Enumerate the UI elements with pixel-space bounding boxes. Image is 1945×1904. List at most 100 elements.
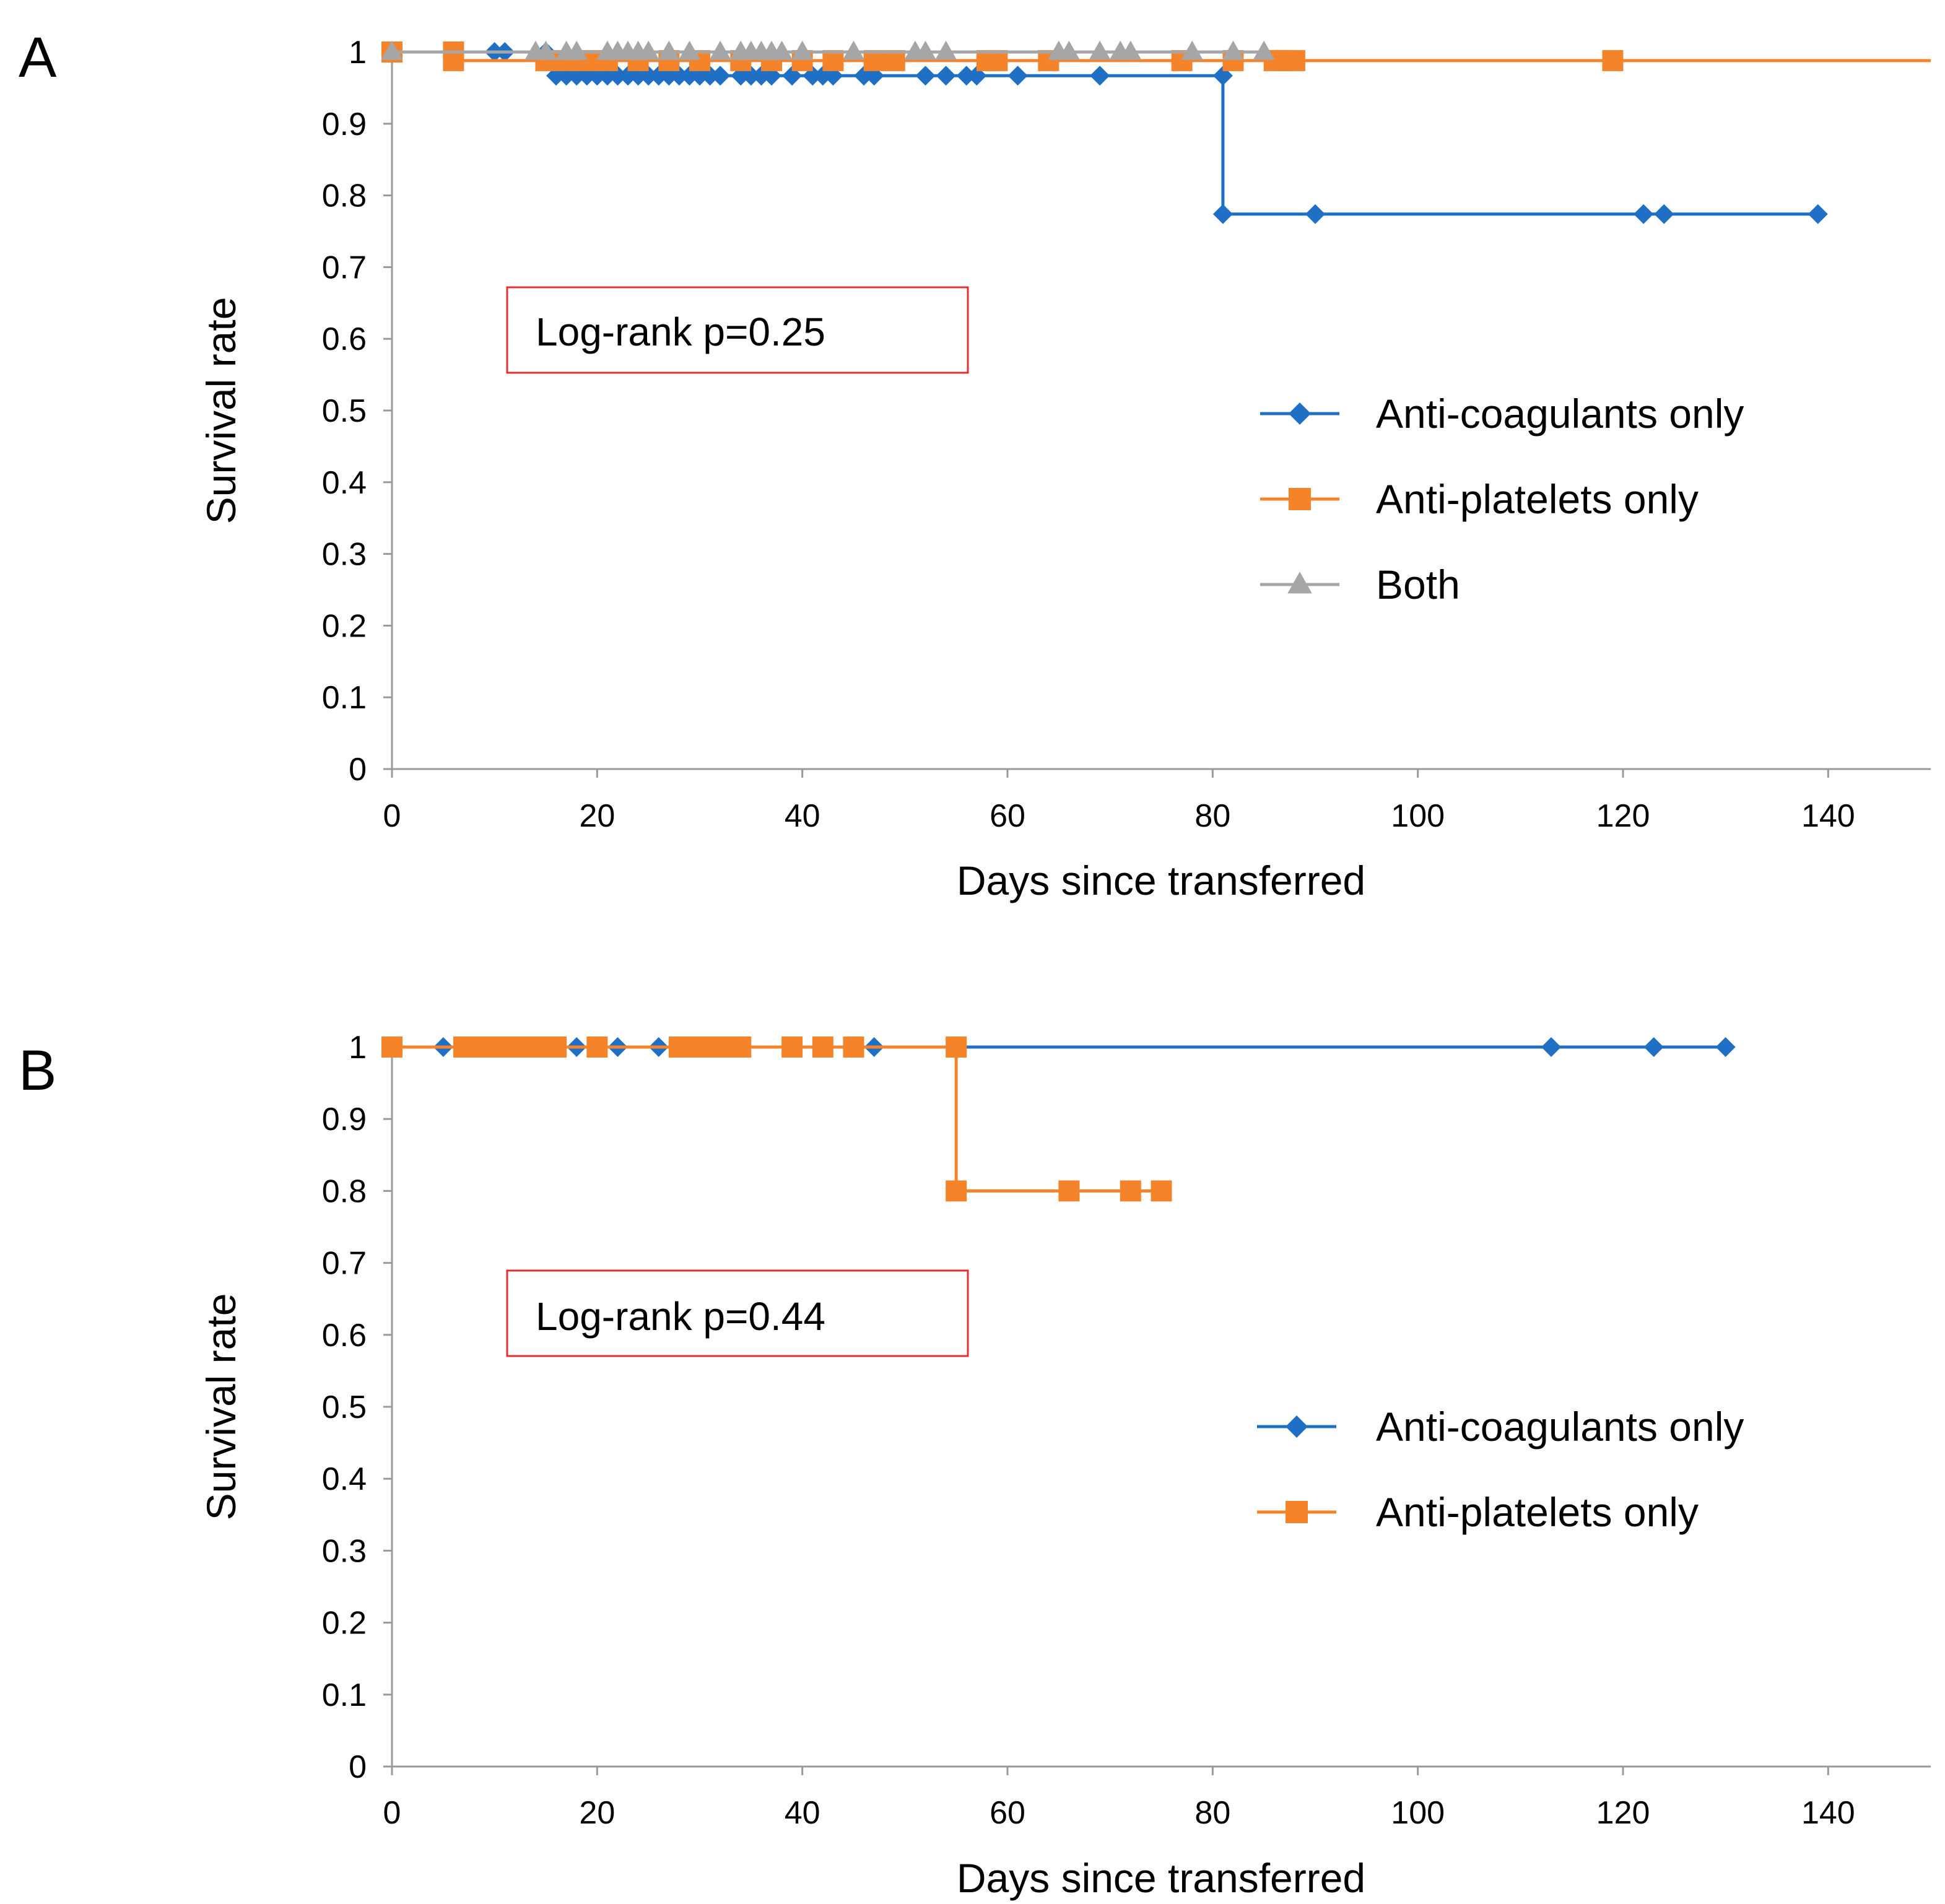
data-point [1212, 204, 1233, 224]
y-tick-label: 0.9 [322, 1102, 367, 1137]
panel-a-chart: A 0 0.1 0.2 0.3 0.4 0.5 0.6 0.7 0.8 0.9 1 0 20 40 60 80 1… [19, 26, 1931, 903]
y-tick-label: 0.8 [322, 1173, 367, 1209]
data-point [381, 1037, 402, 1058]
x-tick-label: 100 [1391, 1795, 1445, 1831]
annotation-text: Log-rank p=0.44 [536, 1294, 825, 1339]
x-axis-title: Days since transferred [957, 1855, 1365, 1901]
data-point [843, 1037, 864, 1058]
y-tick-label: 0.4 [322, 465, 367, 501]
data-point [770, 40, 793, 60]
x-tick-label: 60 [990, 798, 1025, 834]
x-tick-label: 20 [579, 798, 615, 834]
data-point [1090, 66, 1110, 86]
y-tick-label: 0.5 [322, 1389, 367, 1425]
annotation-box [506, 286, 969, 374]
data-point [1151, 1180, 1172, 1202]
x-tick-label: 80 [1194, 798, 1230, 834]
y-tick-label: 0.6 [322, 1318, 367, 1354]
legend-marker [1289, 402, 1311, 425]
x-tick-label: 0 [383, 798, 401, 834]
y-tick-label: 0.3 [322, 1533, 367, 1569]
y-tick-label: 0 [349, 752, 367, 788]
legend-label: Both [1376, 562, 1460, 607]
data-point [1089, 40, 1111, 60]
x-tick-label: 140 [1801, 798, 1855, 834]
data-point [586, 1037, 608, 1058]
data-point [946, 1037, 967, 1058]
data-point [637, 40, 659, 60]
annotation-box [506, 1269, 969, 1357]
legend-label: Anti-coagulants only [1376, 1404, 1744, 1450]
data-point [1120, 1180, 1141, 1202]
data-point [914, 40, 937, 60]
legend-label: Anti-coagulants only [1376, 391, 1744, 437]
data-point [381, 40, 403, 60]
y-tick-label: 0.2 [322, 1606, 367, 1641]
legend: Anti-coagulants only Anti-platelets only [1257, 1404, 1744, 1535]
data-point [1222, 40, 1245, 60]
legend-marker [1286, 1415, 1308, 1438]
data-point [1602, 50, 1624, 71]
data-point [710, 66, 731, 86]
legend-marker [1287, 572, 1312, 594]
data-point [730, 1037, 752, 1058]
x-tick-label: 80 [1194, 1795, 1230, 1831]
data-point [791, 40, 814, 60]
data-point [1058, 1180, 1080, 1202]
data-point [946, 1180, 967, 1202]
data-point [1007, 66, 1028, 86]
y-tick-label: 0 [349, 1749, 367, 1785]
y-tick-label: 0.8 [322, 178, 367, 214]
y-tick-label: 0.1 [322, 680, 367, 716]
data-point [565, 40, 588, 60]
data-point [936, 66, 956, 86]
data-point [956, 66, 977, 86]
y-axis-title: Survival rate [198, 1293, 244, 1521]
x-tick-label: 120 [1596, 1795, 1650, 1831]
y-tick-label: 0.9 [322, 107, 367, 142]
data-point [915, 66, 936, 86]
data-point [443, 50, 464, 71]
y-axis-title: Survival rate [198, 297, 244, 524]
data-point [1253, 40, 1275, 60]
y-tick-label: 0.4 [322, 1461, 367, 1497]
data-point [1284, 50, 1305, 71]
annotation-text: Log-rank p=0.25 [536, 310, 825, 354]
data-point [863, 50, 885, 71]
x-tick-label: 140 [1801, 1795, 1855, 1831]
data-point [678, 40, 701, 60]
x-tick-label: 100 [1391, 798, 1445, 834]
data-point [1120, 40, 1142, 60]
x-axis-title: Days since transferred [957, 858, 1365, 903]
x-tick-label: 20 [579, 1795, 615, 1831]
data-point [884, 50, 905, 71]
x-tick-label: 40 [785, 1795, 820, 1831]
legend-label: Anti-platelets only [1376, 476, 1699, 522]
data-point [1305, 204, 1325, 224]
y-tick-label: 0.2 [322, 608, 367, 644]
data-point [546, 1037, 567, 1058]
y-tick-label: 0.3 [322, 537, 367, 573]
series-line [392, 1045, 1162, 1193]
data-point [534, 40, 557, 60]
x-tick-label: 0 [383, 1795, 401, 1831]
data-point [1654, 204, 1674, 224]
x-tick-label: 40 [785, 798, 820, 834]
y-tick-label: 0.6 [322, 321, 367, 357]
panel-b-chart: B 0 0.1 0.2 0.3 0.4 0.5 0.6 0.7 0.8 0.9 1 0 20 40 60 80 1… [19, 1030, 1931, 1901]
y-tick-label: 0.7 [322, 1246, 367, 1282]
series-both [381, 40, 1275, 60]
x-tick-label: 60 [990, 1795, 1025, 1831]
data-point [1643, 1037, 1664, 1057]
data-point [812, 1037, 833, 1058]
y-tick-label: 0.7 [322, 250, 367, 285]
y-tick-label: 0.5 [322, 393, 367, 429]
y-tick-label: 0.1 [322, 1677, 367, 1713]
data-point [935, 40, 957, 60]
panel-label: B [19, 1039, 56, 1102]
data-point [1634, 204, 1654, 224]
data-point [822, 50, 844, 71]
legend-label: Anti-platelets only [1376, 1489, 1699, 1535]
data-point [1715, 1037, 1736, 1057]
